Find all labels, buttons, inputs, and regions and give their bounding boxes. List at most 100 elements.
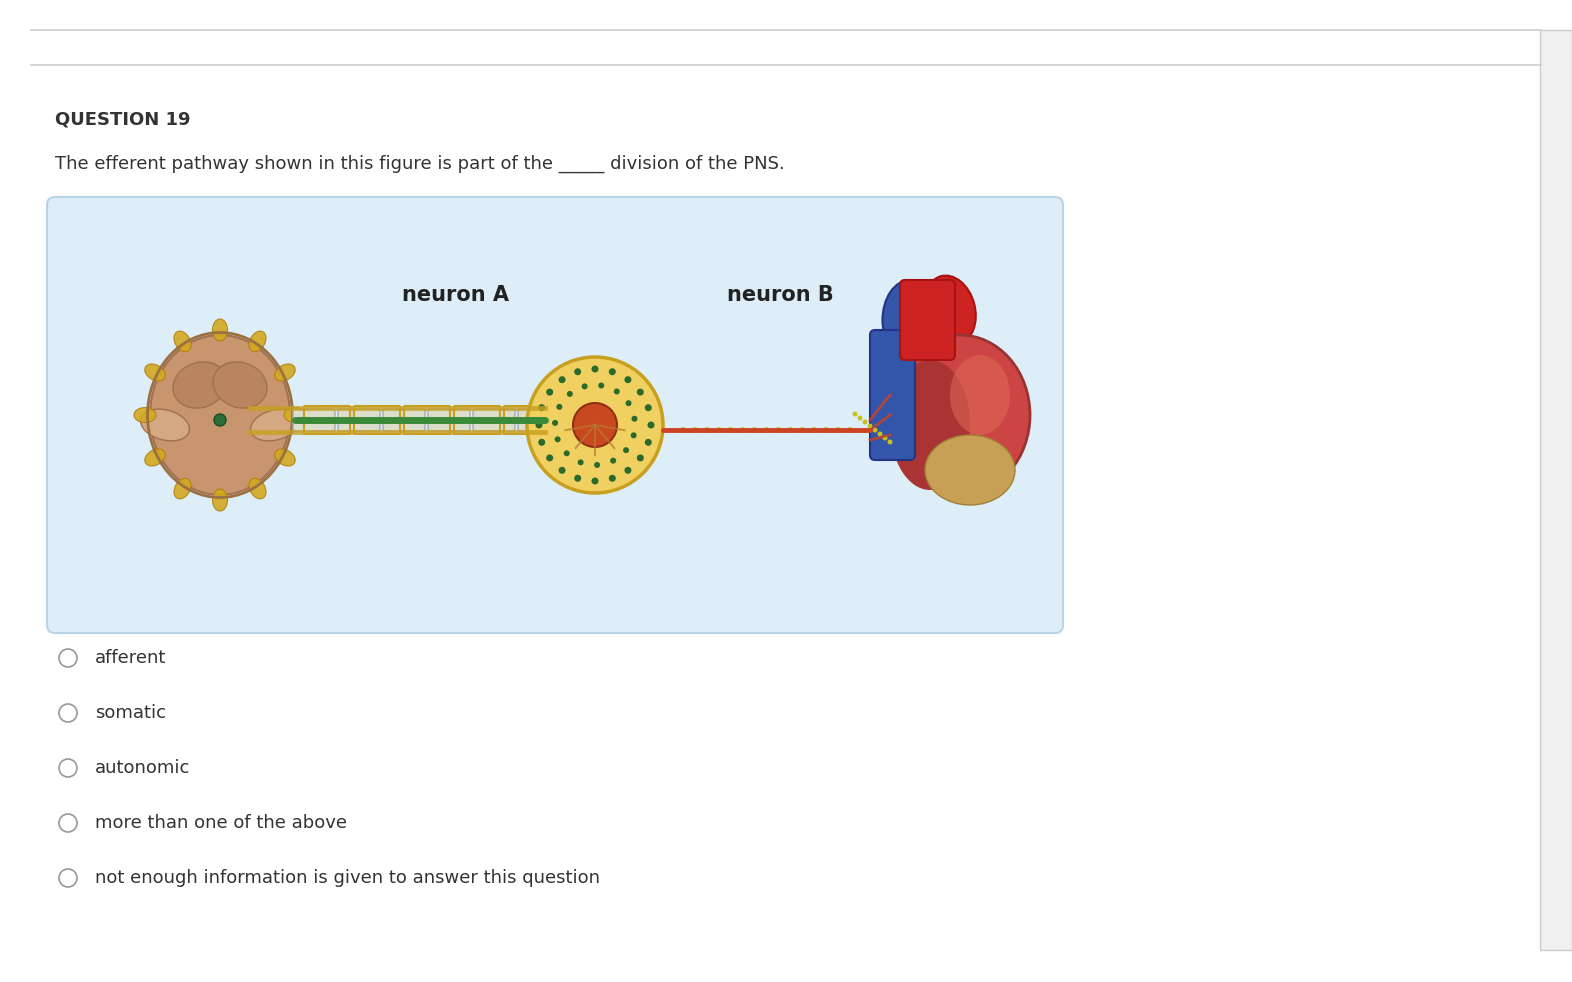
Circle shape [637, 455, 645, 462]
Circle shape [591, 477, 599, 484]
Circle shape [538, 439, 545, 446]
Circle shape [740, 427, 745, 433]
Circle shape [623, 447, 629, 453]
Circle shape [630, 432, 637, 438]
FancyBboxPatch shape [338, 409, 380, 431]
Circle shape [852, 411, 857, 416]
Ellipse shape [174, 331, 192, 352]
Circle shape [214, 414, 226, 426]
Circle shape [536, 421, 542, 428]
Circle shape [555, 436, 561, 442]
Circle shape [751, 427, 758, 433]
Text: QUESTION 19: QUESTION 19 [55, 110, 190, 128]
Ellipse shape [949, 355, 1009, 435]
Ellipse shape [275, 449, 296, 466]
Text: neuron A: neuron A [401, 285, 508, 305]
FancyBboxPatch shape [47, 197, 1063, 633]
Circle shape [608, 368, 616, 375]
Circle shape [624, 466, 632, 473]
Circle shape [811, 427, 817, 433]
Circle shape [728, 427, 734, 433]
Circle shape [637, 389, 645, 396]
Ellipse shape [924, 435, 1016, 505]
FancyBboxPatch shape [901, 280, 956, 360]
Text: more than one of the above: more than one of the above [94, 814, 347, 832]
FancyBboxPatch shape [869, 330, 915, 460]
Ellipse shape [890, 335, 1030, 495]
FancyBboxPatch shape [384, 409, 424, 431]
Circle shape [60, 814, 77, 832]
Circle shape [715, 427, 722, 433]
Circle shape [564, 451, 569, 457]
Text: The efferent pathway shown in this figure is part of the _____ division of the P: The efferent pathway shown in this figur… [55, 155, 784, 173]
Circle shape [632, 415, 638, 421]
Ellipse shape [174, 478, 192, 499]
Circle shape [692, 427, 698, 433]
Circle shape [799, 427, 805, 433]
Ellipse shape [212, 319, 228, 341]
Text: autonomic: autonomic [94, 759, 190, 777]
Circle shape [545, 389, 553, 396]
Text: somatic: somatic [94, 704, 167, 722]
Circle shape [60, 869, 77, 887]
Circle shape [574, 368, 582, 375]
Ellipse shape [248, 331, 266, 352]
Circle shape [567, 391, 572, 397]
Ellipse shape [882, 280, 937, 360]
Ellipse shape [214, 361, 267, 409]
Circle shape [60, 759, 77, 777]
Circle shape [847, 427, 854, 433]
Circle shape [835, 427, 841, 433]
FancyBboxPatch shape [563, 409, 605, 431]
Circle shape [645, 439, 652, 446]
Ellipse shape [134, 408, 156, 422]
Circle shape [552, 420, 558, 426]
Ellipse shape [145, 364, 165, 381]
Circle shape [626, 401, 632, 407]
Circle shape [872, 427, 877, 432]
Circle shape [527, 357, 663, 493]
Ellipse shape [212, 489, 228, 511]
Circle shape [624, 376, 632, 383]
Text: not enough information is given to answer this question: not enough information is given to answe… [94, 869, 601, 887]
Circle shape [775, 427, 781, 433]
Circle shape [60, 704, 77, 722]
Ellipse shape [275, 364, 296, 381]
FancyBboxPatch shape [292, 409, 335, 431]
Ellipse shape [890, 360, 970, 490]
Circle shape [608, 474, 616, 482]
FancyBboxPatch shape [608, 409, 649, 431]
FancyBboxPatch shape [1541, 30, 1572, 950]
Circle shape [877, 431, 882, 437]
Circle shape [764, 427, 770, 433]
Circle shape [824, 427, 828, 433]
Ellipse shape [248, 478, 266, 499]
Circle shape [681, 427, 685, 433]
Circle shape [863, 419, 868, 424]
Circle shape [582, 383, 588, 389]
Ellipse shape [173, 361, 226, 409]
Circle shape [60, 649, 77, 667]
Ellipse shape [924, 276, 976, 345]
Circle shape [645, 405, 652, 411]
Text: neuron B: neuron B [726, 285, 833, 305]
Circle shape [868, 423, 872, 428]
Ellipse shape [149, 335, 289, 495]
Circle shape [574, 403, 616, 447]
Circle shape [599, 383, 604, 389]
Circle shape [538, 405, 545, 411]
FancyBboxPatch shape [428, 409, 470, 431]
Circle shape [556, 404, 563, 409]
Circle shape [574, 474, 582, 482]
Ellipse shape [140, 409, 190, 441]
Circle shape [648, 421, 654, 428]
Circle shape [591, 365, 599, 372]
Circle shape [788, 427, 794, 433]
Ellipse shape [145, 449, 165, 466]
Circle shape [882, 435, 888, 441]
Circle shape [857, 415, 863, 420]
Circle shape [594, 462, 601, 468]
Circle shape [613, 389, 619, 395]
Ellipse shape [250, 409, 299, 441]
Text: afferent: afferent [94, 649, 167, 667]
